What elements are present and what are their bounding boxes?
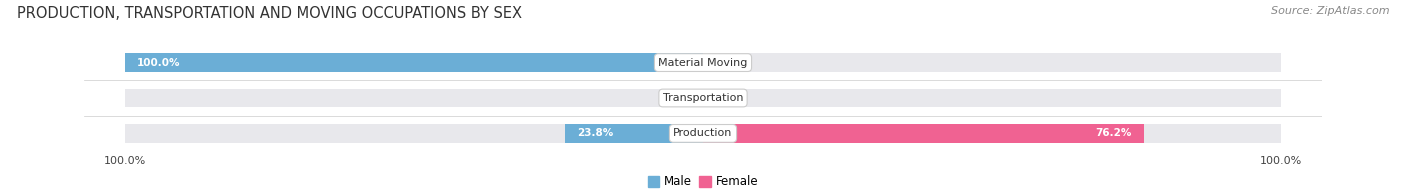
Text: 0.0%: 0.0% — [659, 93, 686, 103]
Bar — [125, 53, 703, 72]
Bar — [125, 53, 1281, 72]
Text: 0.0%: 0.0% — [720, 93, 747, 103]
Text: Source: ZipAtlas.com: Source: ZipAtlas.com — [1271, 6, 1389, 16]
Text: 0.0%: 0.0% — [720, 58, 747, 68]
Bar — [125, 89, 1281, 107]
Text: 76.2%: 76.2% — [1095, 128, 1132, 138]
Bar — [565, 124, 703, 143]
Text: Transportation: Transportation — [662, 93, 744, 103]
Text: Production: Production — [673, 128, 733, 138]
Bar — [125, 124, 1281, 143]
Text: PRODUCTION, TRANSPORTATION AND MOVING OCCUPATIONS BY SEX: PRODUCTION, TRANSPORTATION AND MOVING OC… — [17, 6, 522, 21]
Text: 100.0%: 100.0% — [136, 58, 180, 68]
Legend: Male, Female: Male, Female — [643, 171, 763, 193]
Bar — [703, 124, 1143, 143]
Text: 23.8%: 23.8% — [576, 128, 613, 138]
Text: Material Moving: Material Moving — [658, 58, 748, 68]
